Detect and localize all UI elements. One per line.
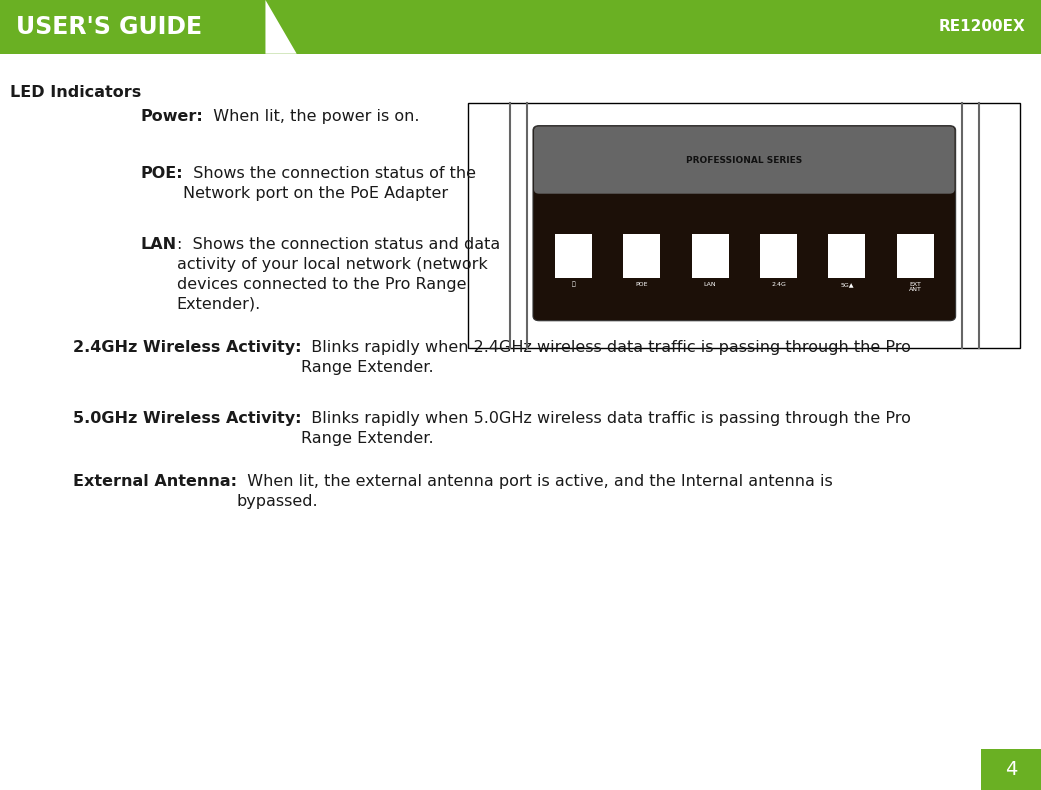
Text: When lit, the power is on.: When lit, the power is on.	[203, 109, 420, 124]
Text: 5.0GHz Wireless Activity:: 5.0GHz Wireless Activity:	[73, 411, 302, 426]
Text: Blinks rapidly when 5.0GHz wireless data traffic is passing through the Pro
Rang: Blinks rapidly when 5.0GHz wireless data…	[302, 411, 911, 446]
Text: Blinks rapidly when 2.4GHz wireless data traffic is passing through the Pro
Rang: Blinks rapidly when 2.4GHz wireless data…	[302, 340, 911, 374]
Text: LAN: LAN	[141, 237, 177, 252]
Text: 5G▲: 5G▲	[840, 282, 854, 287]
Text: 4: 4	[1005, 760, 1017, 779]
Text: ⏻: ⏻	[572, 282, 576, 288]
Text: EXT
ANT: EXT ANT	[909, 282, 921, 292]
Text: LAN: LAN	[704, 282, 716, 287]
Text: RE1200EX: RE1200EX	[939, 20, 1025, 34]
Text: Shows the connection status of the
Network port on the PoE Adapter: Shows the connection status of the Netwo…	[183, 166, 476, 201]
Text: POE: POE	[635, 282, 649, 287]
Text: USER'S GUIDE: USER'S GUIDE	[16, 15, 202, 39]
Text: 2.4GHz Wireless Activity:: 2.4GHz Wireless Activity:	[73, 340, 302, 355]
Text: POE:: POE:	[141, 166, 183, 181]
Text: External Antenna:: External Antenna:	[73, 474, 237, 489]
Text: Power:: Power:	[141, 109, 203, 124]
Text: LED Indicators: LED Indicators	[10, 85, 142, 100]
Text: :  Shows the connection status and data
activity of your local network (network
: : Shows the connection status and data a…	[177, 237, 500, 311]
Text: PROFESSIONAL SERIES: PROFESSIONAL SERIES	[686, 156, 803, 164]
Text: 2.4G: 2.4G	[771, 282, 786, 287]
Text: When lit, the external antenna port is active, and the Internal antenna is
bypas: When lit, the external antenna port is a…	[237, 474, 833, 509]
